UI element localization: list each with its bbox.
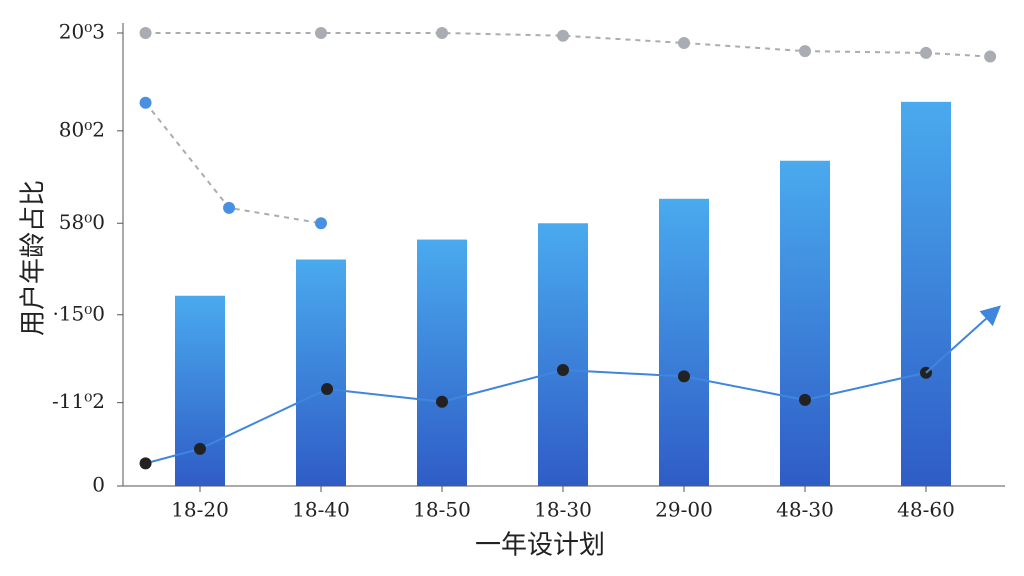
x-tick-label: 18-30 [534,498,592,522]
x-tick-label: 48-30 [776,498,834,522]
line-point [194,442,206,455]
line-point [223,201,236,214]
y-tick-label: -11⁰2 [52,389,105,413]
line-point [678,36,690,49]
bar [296,259,346,486]
line-point [436,27,448,39]
bar [175,295,225,486]
line-point [139,457,152,470]
y-tick-label: 0 [92,473,105,497]
line-point [799,393,811,406]
line-point [920,46,932,59]
y-axis-title: 用户年龄占比 [19,180,49,336]
bar [417,239,467,486]
line-point [678,370,690,383]
x-axis-title: 一年设计划 [475,531,605,561]
bar [901,101,951,486]
y-tick-label: ·15⁰0 [52,301,105,325]
line-point [436,395,448,408]
y-tick-label: 80⁰2 [59,117,105,141]
line-point [557,29,569,42]
bar [780,160,830,486]
bar [659,198,709,486]
y-tick-label: 58⁰0 [59,210,105,234]
line-point [315,27,327,39]
line-point [557,364,569,377]
line-point [315,217,327,230]
x-tick-label: 29-00 [655,498,713,522]
trend-arrow [925,305,1001,374]
line-point [139,27,152,39]
x-tick-label: 18-40 [292,498,350,522]
line-point [799,45,811,58]
line [145,369,927,465]
line-point [321,383,334,396]
y-tick-label: 20⁰3 [59,20,105,44]
x-tick-label: 18-50 [413,498,471,522]
line-point [139,96,152,109]
x-tick-label: 48-60 [897,498,955,522]
line [145,32,991,58]
bar [538,223,588,486]
line-point [984,50,997,63]
x-tick-label: 18-20 [171,498,229,522]
